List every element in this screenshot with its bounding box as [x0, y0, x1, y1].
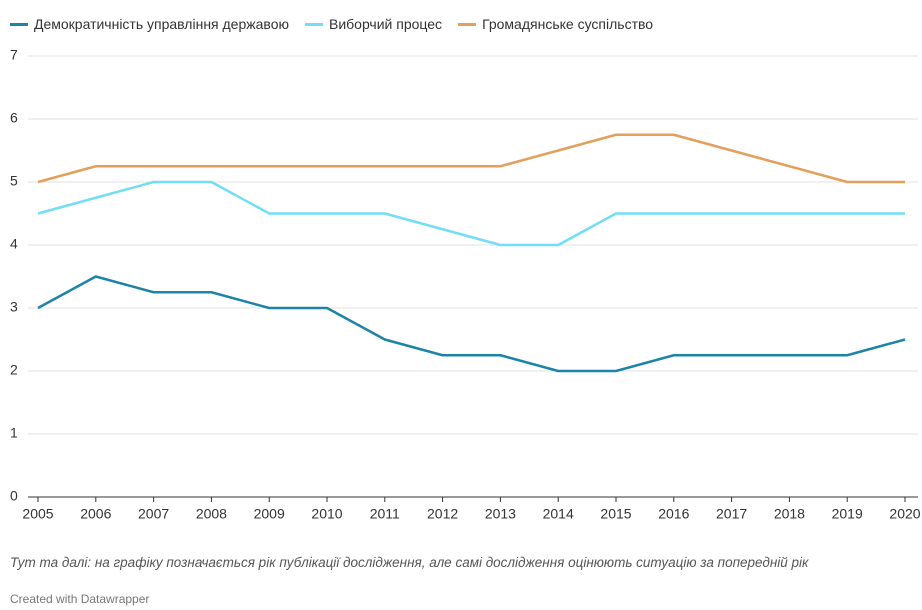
- x-tick-label: 2009: [254, 506, 285, 522]
- x-tick-label: 2007: [138, 506, 169, 522]
- x-tick-label: 2012: [427, 506, 458, 522]
- y-tick-label: 3: [10, 299, 18, 315]
- series-line: [37, 275, 906, 373]
- credit: Created with Datawrapper: [10, 592, 150, 606]
- x-tick-label: 2018: [774, 506, 805, 522]
- y-tick-label: 6: [10, 110, 18, 126]
- x-tick-label: 2016: [658, 506, 689, 522]
- y-tick-label: 5: [10, 173, 18, 189]
- y-tick-label: 1: [10, 425, 18, 441]
- x-tick-label: 2013: [485, 506, 516, 522]
- legend-label: Виборчий процес: [328, 16, 443, 32]
- y-tick-label: 7: [10, 47, 18, 63]
- legend-swatch: [304, 22, 323, 26]
- y-tick-label: 4: [10, 236, 18, 252]
- legend-label: Громадянське суспільство: [482, 16, 654, 32]
- y-tick-label: 2: [10, 362, 18, 378]
- legend-label: Демократичність управління державою: [34, 16, 289, 32]
- y-tick-label: 0: [10, 488, 18, 504]
- x-tick-label: 2019: [832, 506, 863, 522]
- x-tick-label: 2005: [22, 506, 53, 522]
- note: Тут та далі: на графіку позначається рік…: [10, 555, 809, 570]
- legend-swatch: [10, 22, 28, 26]
- legend: Демократичність управління державою Вибор…: [10, 16, 653, 32]
- x-tick-label: 2010: [311, 506, 342, 522]
- legend-item: Демократичність управління державою: [10, 16, 289, 32]
- x-tick-label: 2008: [196, 506, 227, 522]
- legend-swatch: [458, 22, 477, 26]
- chart: 0 1 2 3 4 5 6 7 2005 2006 2007 2008 2009 2010 2011 2012…: [10, 47, 921, 522]
- x-tick-label: 2011: [370, 506, 400, 522]
- x-tick-label: 2006: [80, 506, 111, 522]
- legend-item: Виборчий процес: [304, 16, 443, 32]
- x-tick-label: 2015: [600, 506, 631, 522]
- x-tick-label: 2017: [716, 506, 747, 522]
- x-tick-label: 2014: [543, 506, 574, 522]
- legend-item: Громадянське суспільство: [458, 16, 653, 32]
- series-line: [37, 180, 905, 247]
- x-tick-label: 2020: [889, 506, 920, 522]
- series-line: [37, 133, 905, 184]
